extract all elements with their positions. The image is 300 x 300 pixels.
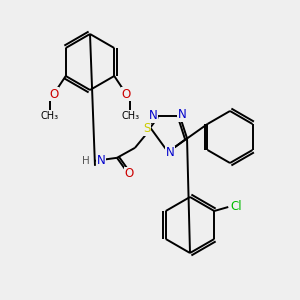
Text: O: O: [122, 88, 131, 100]
Text: H: H: [82, 156, 90, 166]
Text: Cl: Cl: [230, 200, 242, 212]
Text: N: N: [149, 109, 158, 122]
Text: N: N: [166, 146, 174, 160]
Text: O: O: [49, 88, 58, 100]
Text: N: N: [177, 108, 186, 121]
Text: S: S: [143, 122, 151, 135]
Text: N: N: [97, 154, 106, 167]
Text: O: O: [124, 167, 134, 180]
Text: CH₃: CH₃: [121, 111, 139, 121]
Text: CH₃: CH₃: [41, 111, 59, 121]
